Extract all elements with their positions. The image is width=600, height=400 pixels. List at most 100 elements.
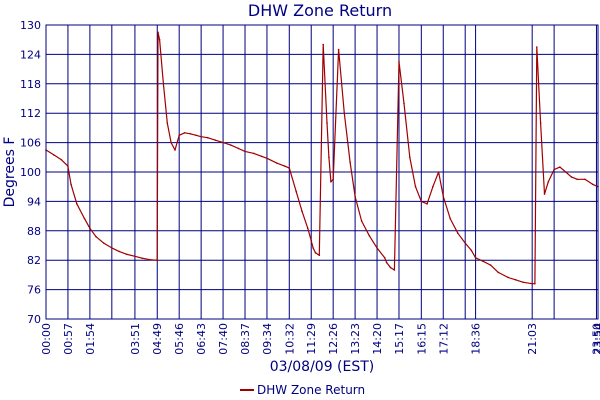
data-point [534, 282, 536, 285]
data-point [564, 171, 567, 173]
data-point [360, 220, 363, 222]
data-point [570, 176, 573, 178]
x-tick-label: 17:12 [437, 323, 450, 355]
data-point [89, 227, 91, 230]
data-point [408, 156, 411, 159]
data-point [332, 178, 334, 181]
data-point [383, 256, 386, 259]
data-point [183, 132, 186, 134]
y-axis-label: Degrees F [2, 137, 18, 208]
x-tick-label: 11:29 [305, 323, 318, 355]
y-tick-labels: 70 76 82 88 94 100 106 112 118 124 130 [20, 19, 41, 326]
x-tick-label: 04:49 [151, 323, 164, 355]
data-point [414, 185, 417, 188]
data-point [426, 203, 428, 205]
data-point [70, 183, 72, 186]
x-tick-label: 00:57 [62, 323, 75, 355]
data-point [559, 166, 561, 168]
x-axis-label: 03/08/09 (EST) [270, 359, 375, 375]
data-point [457, 232, 459, 235]
x-tick-label: 08:37 [239, 323, 252, 355]
data-point [310, 239, 313, 242]
data-point [158, 38, 161, 41]
data-point [200, 135, 202, 138]
data-point [591, 183, 594, 186]
data-point [178, 134, 180, 137]
data-point [102, 242, 105, 244]
data-point [312, 247, 314, 249]
data-point [398, 60, 400, 63]
data-point [474, 256, 477, 259]
data-point [337, 48, 340, 51]
data-point [470, 249, 473, 252]
x-tick-label: 10:32 [283, 323, 296, 355]
data-point [156, 259, 159, 262]
data-point [535, 46, 538, 48]
data-point [368, 234, 371, 237]
grid [45, 24, 599, 320]
data-point [237, 147, 240, 150]
y-tick-label: 130 [20, 19, 41, 32]
y-tick-label: 118 [20, 78, 41, 91]
data-point [539, 122, 542, 124]
data-point [118, 250, 120, 253]
y-tick-label: 88 [27, 225, 41, 238]
data-point [266, 157, 268, 160]
y-tick-label: 100 [20, 166, 41, 179]
x-tick-label: 18:36 [470, 323, 483, 355]
data-point [157, 31, 159, 34]
plot-frame [45, 24, 599, 320]
data-point [229, 144, 232, 146]
series-layer [45, 31, 599, 285]
legend-label: DHW Zone Return [257, 383, 365, 397]
x-tick-label: 16:15 [415, 323, 428, 355]
data-point [60, 158, 63, 161]
data-point [52, 154, 55, 156]
data-point [189, 132, 192, 135]
y-tick-label: 112 [20, 107, 41, 120]
x-tick-label: 07:40 [217, 323, 230, 355]
x-tick-label: 13:23 [349, 323, 362, 355]
data-point [314, 252, 317, 254]
data-point [301, 210, 303, 212]
data-point [449, 217, 451, 220]
data-point [288, 167, 291, 169]
data-point [584, 178, 586, 181]
x-tick-label: 23:54 [592, 323, 600, 355]
data-point [260, 155, 263, 158]
legend: DHW Zone Return [240, 383, 365, 397]
data-point [576, 178, 579, 181]
data-point [244, 150, 246, 153]
data-point [543, 193, 546, 195]
data-point [330, 181, 332, 183]
data-point [306, 227, 309, 230]
data-point [507, 276, 509, 279]
data-point [222, 141, 224, 144]
x-tick-label: 00:00 [40, 323, 53, 355]
data-point [403, 102, 405, 105]
data-point [514, 279, 517, 281]
data-point [253, 152, 255, 155]
x-tick-label: 03:51 [129, 323, 142, 355]
data-point [437, 171, 440, 173]
data-point [134, 255, 136, 258]
data-point [328, 156, 330, 159]
data-point [206, 136, 209, 139]
x-tick-label: 05:46 [173, 323, 186, 355]
data-point [111, 247, 113, 249]
x-tick-label: 21:03 [526, 323, 539, 355]
data-point [442, 195, 445, 198]
x-tick-labels: 00:00 00:57 01:54 03:51 04:49 05:46 06:43 07:40… [40, 323, 600, 355]
data-point [482, 260, 484, 262]
data-point [547, 181, 550, 183]
y-tick-label: 76 [27, 284, 41, 297]
data-point [376, 247, 378, 249]
x-tick-label: 06:43 [195, 323, 208, 355]
data-point [531, 282, 533, 285]
data-point [343, 112, 346, 114]
data-point [322, 43, 324, 46]
data-point [420, 200, 423, 203]
x-tick-label: 14:20 [371, 323, 384, 355]
data-point [67, 165, 69, 167]
